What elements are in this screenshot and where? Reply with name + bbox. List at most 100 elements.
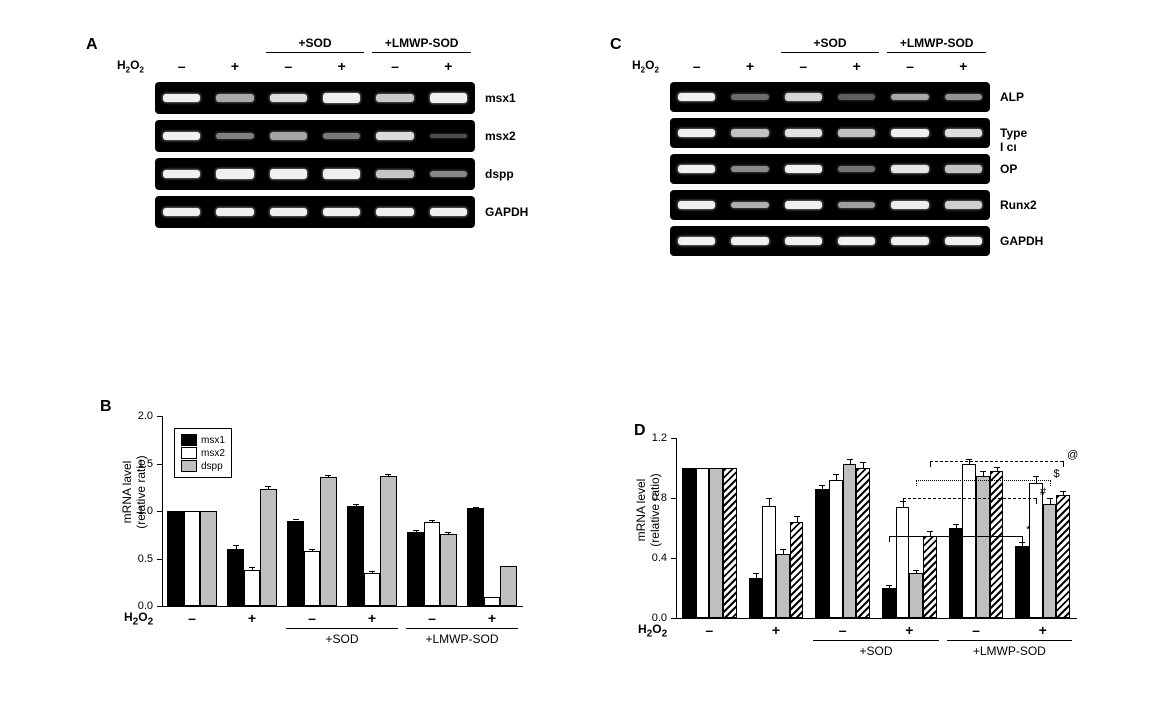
gene-label: OP bbox=[1000, 162, 1017, 176]
bar bbox=[424, 522, 440, 606]
x-sign: + bbox=[899, 622, 919, 638]
bar bbox=[723, 468, 737, 618]
bar bbox=[227, 549, 243, 606]
bar bbox=[856, 468, 870, 618]
gel-band-row bbox=[155, 82, 475, 114]
y-axis-label: mRNA lavel(relative ratio) bbox=[120, 397, 148, 587]
legend-label: msx2 bbox=[201, 448, 225, 459]
bar bbox=[500, 566, 516, 606]
significance-marker: @ bbox=[1067, 449, 1078, 461]
gel-band-row bbox=[155, 158, 475, 190]
h2o2-label: H2O2 bbox=[117, 58, 144, 74]
bar bbox=[909, 573, 923, 618]
bar bbox=[364, 573, 380, 606]
bar bbox=[347, 506, 363, 606]
y-axis-label: mRNA level(relative ratio) bbox=[634, 420, 662, 600]
h2o2-xaxis-label: H2O2 bbox=[124, 610, 153, 627]
bar bbox=[1015, 546, 1029, 618]
bar bbox=[380, 476, 396, 606]
panel-label-a: A bbox=[86, 36, 98, 54]
bar bbox=[682, 468, 696, 618]
bar bbox=[484, 597, 500, 606]
bar bbox=[762, 506, 776, 619]
significance-marker: # bbox=[1040, 486, 1046, 498]
bar-chart-d: 0.00.40.81.2mRNA level(relative ratio)H2… bbox=[614, 408, 1094, 688]
gel-band-row bbox=[670, 154, 990, 184]
x-group-label: +LMWP-SOD bbox=[406, 632, 518, 646]
gel-band-row bbox=[670, 190, 990, 220]
bar bbox=[304, 551, 320, 606]
x-sign: + bbox=[242, 610, 262, 626]
bar bbox=[923, 536, 937, 619]
bar bbox=[962, 464, 976, 619]
x-sign: + bbox=[766, 622, 786, 638]
bar bbox=[1056, 495, 1070, 618]
x-sign: + bbox=[482, 610, 502, 626]
gel-band-row bbox=[155, 120, 475, 152]
bar bbox=[843, 464, 857, 619]
x-group-label: +SOD bbox=[813, 644, 938, 658]
x-group-label: +LMWP-SOD bbox=[947, 644, 1072, 658]
x-sign: + bbox=[1033, 622, 1053, 638]
x-sign: – bbox=[833, 622, 853, 638]
bar bbox=[244, 570, 260, 606]
significance-marker: * bbox=[1026, 524, 1030, 536]
h2o2-sign: + bbox=[740, 58, 760, 74]
bar bbox=[287, 521, 303, 607]
treatment-label-lmwp: +LMWP-SOD bbox=[368, 36, 475, 50]
h2o2-xaxis-label: H2O2 bbox=[638, 622, 667, 639]
bar bbox=[776, 554, 790, 619]
gene-label: ALP bbox=[1000, 90, 1024, 104]
h2o2-sign: – bbox=[793, 58, 813, 74]
significance-marker: $ bbox=[1054, 468, 1060, 480]
bar bbox=[882, 588, 896, 618]
bar bbox=[260, 489, 276, 606]
gene-label: GAPDH bbox=[1000, 234, 1043, 248]
bar bbox=[896, 507, 910, 618]
gene-label: Runx2 bbox=[1000, 198, 1037, 212]
h2o2-sign: – bbox=[687, 58, 707, 74]
bar bbox=[790, 522, 804, 618]
x-sign: – bbox=[699, 622, 719, 638]
h2o2-sign: + bbox=[438, 58, 458, 74]
bar bbox=[320, 477, 336, 606]
gel-band-row bbox=[670, 118, 990, 148]
gel-band-row bbox=[670, 226, 990, 256]
legend: msx1msx2dspp bbox=[174, 428, 232, 478]
bar bbox=[829, 480, 843, 618]
bar bbox=[407, 532, 423, 606]
h2o2-sign: – bbox=[900, 58, 920, 74]
treatment-label-sod: +SOD bbox=[777, 36, 884, 50]
x-group-label: +SOD bbox=[286, 632, 398, 646]
bar bbox=[815, 489, 829, 618]
panel-label-c: C bbox=[610, 36, 622, 54]
bar bbox=[440, 534, 456, 606]
h2o2-sign: + bbox=[332, 58, 352, 74]
bar bbox=[184, 511, 200, 606]
h2o2-sign: – bbox=[278, 58, 298, 74]
gene-label: dspp bbox=[485, 167, 514, 181]
bar bbox=[749, 578, 763, 619]
bar bbox=[976, 476, 990, 619]
treatment-label-sod: +SOD bbox=[262, 36, 369, 50]
h2o2-sign: + bbox=[225, 58, 245, 74]
legend-label: dspp bbox=[201, 461, 223, 472]
h2o2-sign: – bbox=[172, 58, 192, 74]
gel-band-row bbox=[155, 196, 475, 228]
x-sign: – bbox=[302, 610, 322, 626]
bar bbox=[990, 471, 1004, 618]
bar bbox=[467, 508, 483, 606]
x-sign: + bbox=[362, 610, 382, 626]
bar bbox=[696, 468, 710, 618]
gene-label: Type I cι bbox=[1000, 126, 1027, 154]
bar-chart-b: 0.00.51.01.52.0mRNA lavel(relative ratio… bbox=[100, 398, 540, 678]
h2o2-sign: + bbox=[847, 58, 867, 74]
h2o2-label: H2O2 bbox=[632, 58, 659, 74]
gene-label: GAPDH bbox=[485, 205, 528, 219]
gene-label: msx2 bbox=[485, 129, 516, 143]
bar bbox=[949, 528, 963, 618]
gel-band-row bbox=[670, 82, 990, 112]
gene-label: msx1 bbox=[485, 91, 516, 105]
gel-panel-a: +SOD+LMWP-SODH2O2–+–+–+msx1msx2dsppGAPDH bbox=[155, 36, 475, 234]
bar bbox=[200, 511, 216, 606]
